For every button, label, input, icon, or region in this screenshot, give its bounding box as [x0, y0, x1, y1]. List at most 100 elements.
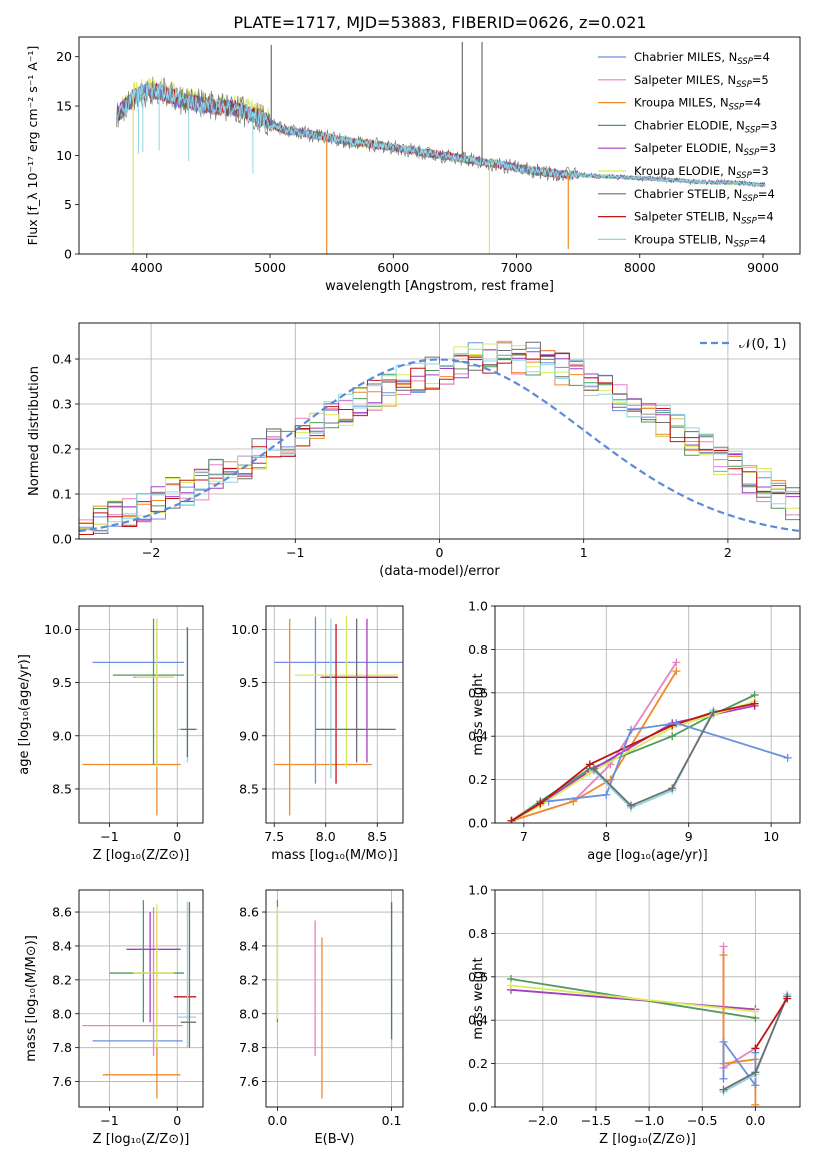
x-tick-label: −1: [100, 1113, 118, 1128]
x-axis-label: age [log₁₀(age/yr)]: [587, 848, 708, 863]
x-tick-label: 0.1: [382, 1113, 402, 1128]
legend-entry: Kroupa STELIB, NSSP=4: [634, 232, 766, 249]
y-tick-label: 7.8: [239, 1040, 259, 1055]
y-tick-label: 10.0: [231, 622, 259, 637]
legend-entry: Kroupa ELODIE, NSSP=3: [634, 164, 769, 181]
x-tick-label: 0.0: [745, 1113, 765, 1128]
y-tick-label: 0.4: [468, 729, 488, 744]
axes-frame: [78, 889, 204, 1108]
x-tick-label: −2.0: [528, 1113, 558, 1128]
axes-frame: [78, 322, 801, 540]
series-marker: [783, 753, 792, 762]
legend-entry: Chabrier ELODIE, NSSP=3: [634, 118, 777, 135]
x-tick-label: 8.0: [316, 829, 336, 844]
panel-age-vs-mass: 7.5 8.0 8.5 8.5 9.0 9.5 10.0 mass [log₁₀(M/M⊙)]: [231, 605, 404, 863]
plot-area: [495, 890, 800, 1107]
y-tick-label: 0.6: [468, 685, 488, 700]
series-marker: [536, 799, 545, 808]
y-tick-label: 8.4: [52, 938, 72, 953]
y-tick-label: 9.5: [52, 675, 72, 690]
plot-area: [116, 41, 766, 254]
series-line: [510, 988, 756, 1011]
x-tick-label: 0: [173, 1113, 181, 1128]
histogram-step: [79, 343, 800, 529]
y-tick-label: 0.2: [52, 442, 72, 457]
legend-entry: Chabrier STELIB, NSSP=4: [634, 187, 775, 204]
spectrum-line: [116, 82, 766, 188]
x-tick-label: 6000: [377, 260, 409, 275]
y-tick-label: 0: [64, 247, 72, 262]
series-marker: [719, 1085, 728, 1094]
axes-frame: [494, 605, 801, 824]
x-axis-label: Z [log₁₀(Z/Z⊙)]: [599, 1132, 696, 1147]
series-marker: [668, 721, 677, 730]
plot-area: [79, 890, 203, 1107]
y-tick-label: 7.6: [239, 1074, 259, 1089]
figure-title: PLATE=1717, MJD=53883, FIBERID=0626, z=0…: [233, 13, 646, 32]
x-tick-label: 0.0: [267, 1113, 287, 1128]
x-tick-label: 5000: [254, 260, 286, 275]
x-tick-label: 10: [763, 829, 779, 844]
x-tick-label: −1: [100, 829, 118, 844]
axes-frame: [78, 605, 204, 824]
y-tick-label: 8.6: [52, 905, 72, 920]
x-tick-label: 0: [436, 545, 444, 560]
y-tick-label: 0.0: [468, 816, 488, 831]
y-tick-label: 0.1: [52, 487, 72, 502]
axes-frame: [494, 889, 801, 1108]
x-tick-label: −1: [286, 545, 304, 560]
y-axis-label: mass weight: [471, 673, 486, 755]
panel-residuals: −2 −1 0 1 2 0.0 0.1 0.2 0.3 0.4 (data-model)/error…: [27, 322, 801, 579]
x-tick-label: 8: [602, 829, 610, 844]
series-marker: [751, 1044, 760, 1053]
legend-entry: 𝒩(0, 1): [739, 337, 786, 352]
y-tick-label: 8.4: [239, 938, 259, 953]
series-marker: [751, 1007, 760, 1016]
series-marker: [672, 658, 681, 667]
x-tick-label: 8.5: [367, 829, 387, 844]
series-marker: [668, 784, 677, 793]
series-line: [510, 984, 756, 1013]
series-line: [511, 700, 755, 822]
x-tick-label: 7.5: [264, 829, 284, 844]
x-axis-label: Z [log₁₀(Z/Z⊙)]: [93, 848, 190, 863]
x-tick-label: −1.0: [634, 1113, 664, 1128]
y-tick-label: 0.3: [52, 397, 72, 412]
y-tick-label: 0.4: [468, 1013, 488, 1028]
panel-mass-weight-vs-Z: −2.0 −1.5 −1.0 −0.5 0.0 0.0 0.2 0.4 0.6 0.8 1.0 Z […: [468, 883, 801, 1147]
series-marker: [719, 951, 728, 960]
series-marker: [668, 732, 677, 741]
panel-mass-weight-vs-age: 7 8 9 10 0.0 0.2 0.4 0.6 0.8 1.0 age [log₁₀(age/yr…: [468, 599, 801, 863]
histogram-step: [79, 341, 800, 535]
y-tick-label: 8.2: [239, 972, 259, 987]
gaussian-curve: [79, 358, 800, 533]
series-marker: [719, 1074, 728, 1083]
x-tick-label: 7000: [501, 260, 533, 275]
series-marker: [585, 769, 594, 778]
panel-age-vs-Z: −1 0 8.5 9.0 9.5 10.0 Z [log₁₀(Z/Z⊙)] age [log₁…: [17, 605, 204, 863]
x-tick-label: 2: [724, 545, 732, 560]
y-tick-label: 8.5: [239, 781, 259, 796]
x-axis-label: E(B-V): [314, 1132, 354, 1147]
y-tick-label: 7.8: [52, 1040, 72, 1055]
y-tick-label: 1.0: [468, 599, 488, 614]
x-tick-label: 8000: [624, 260, 656, 275]
y-tick-label: 0.6: [468, 969, 488, 984]
series-marker: [627, 801, 636, 810]
series-marker: [507, 816, 516, 823]
y-tick-label: 9.0: [239, 728, 259, 743]
series-marker: [751, 1068, 760, 1077]
y-axis-label: mass [log₁₀(M/M⊙)]: [24, 935, 39, 1062]
series-marker: [506, 981, 515, 990]
x-axis-label: mass [log₁₀(M/M⊙)]: [271, 848, 398, 863]
y-tick-label: 0.4: [52, 352, 72, 367]
x-axis-label: wavelength [Angstrom, rest frame]: [325, 279, 554, 294]
series-line: [511, 702, 755, 822]
y-tick-label: 8.6: [239, 905, 259, 920]
y-tick-label: 10: [56, 148, 72, 163]
x-axis-label: Z [log₁₀(Z/Z⊙)]: [93, 1132, 190, 1147]
panel-spectrum: 4000 5000 6000 7000 8000 9000 0 5 10 15 20 waveleng…: [25, 36, 801, 294]
series-marker: [750, 699, 759, 708]
series-marker: [783, 994, 792, 1003]
